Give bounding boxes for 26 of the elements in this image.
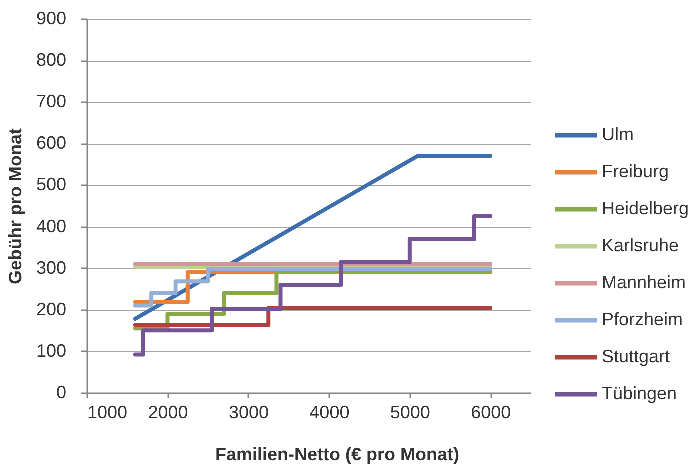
x-tick-label: 1000 (88, 402, 128, 422)
x-tick-label: 4000 (310, 402, 350, 422)
legend-label: Mannheim (602, 272, 686, 292)
y-tick-label: 900 (36, 8, 66, 28)
y-tick-label: 300 (36, 258, 66, 278)
y-tick-label: 400 (36, 216, 66, 236)
x-axis-title: Familien-Netto (€ pro Monat) (216, 444, 460, 464)
y-tick-label: 700 (36, 92, 66, 112)
y-tick-label: 200 (36, 299, 66, 320)
y-axis-title: Gebühr pro Monat (5, 128, 26, 284)
x-tick-label: 2000 (148, 402, 188, 422)
legend-label: Karlsruhe (602, 236, 680, 256)
legend-label: Heidelberg (602, 198, 690, 218)
legend-label: Tübingen (602, 384, 678, 404)
y-tick-label: 500 (36, 174, 66, 195)
x-tick-label: 3000 (228, 402, 269, 422)
legend-label: Stuttgart (602, 346, 670, 366)
y-tick-label: 100 (36, 340, 66, 361)
x-tick-label: 5000 (390, 402, 430, 422)
x-tick-label: 6000 (471, 402, 512, 422)
legend-label: Pforzheim (602, 310, 684, 330)
y-tick-label: 0 (56, 382, 66, 402)
y-tick-label: 600 (36, 133, 66, 154)
y-tick-label: 800 (36, 50, 66, 70)
legend-label: Freiburg (602, 162, 670, 182)
legend-label: Ulm (602, 124, 634, 144)
